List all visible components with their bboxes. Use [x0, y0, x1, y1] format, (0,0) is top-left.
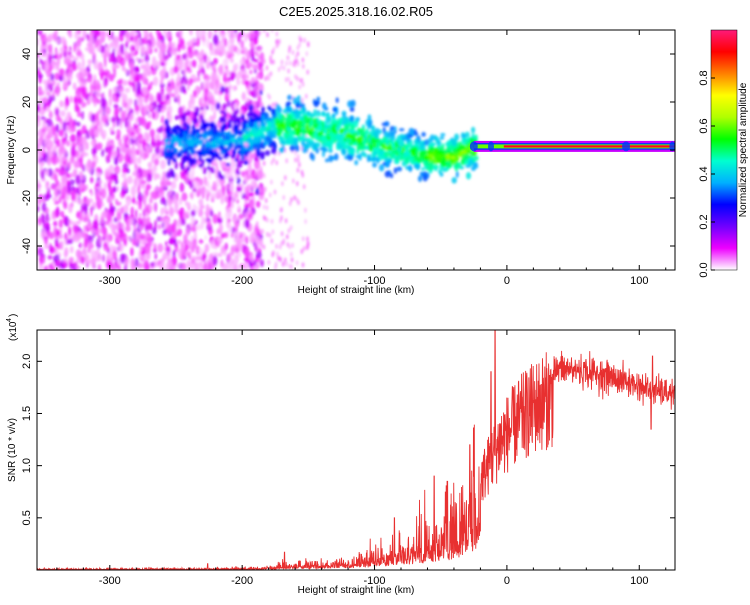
snr-xtick-label: -300 — [99, 575, 121, 587]
spectrogram-ytick-label: 0 — [21, 147, 33, 153]
snr-xlabel: Height of straight line (km) — [298, 585, 415, 596]
snr-xtick-label: 0 — [504, 575, 510, 587]
snr-frame — [36, 329, 676, 571]
spectrogram-ylabel: Frequency (Hz) — [6, 116, 17, 185]
snr-ytick-label: 1.0 — [21, 458, 33, 473]
snr-xtick-label: 100 — [630, 575, 648, 587]
spectrogram-stable-line — [469, 140, 675, 152]
colorbar-tick-label: 0.2 — [698, 214, 710, 229]
colorbar-tick-label: 0.4 — [698, 166, 710, 181]
colorbar-tick-label: 0.0 — [698, 262, 710, 277]
snr-ylabel: SNR (10 * v/v) — [7, 418, 18, 482]
snr-xtick-label: -200 — [231, 575, 253, 587]
colorbar-gradient — [710, 29, 738, 271]
snr-ytick-label: 2.0 — [21, 354, 33, 369]
spectrogram-heatmap — [37, 30, 675, 270]
colorbar-tick-label: 0.8 — [698, 70, 710, 85]
spectrogram-xtick-label: -100 — [364, 275, 386, 287]
snr-panel: -300 -200 -100 0 100 0.5 1.0 1.5 2.0 Height of s… — [6, 314, 676, 596]
snr-yscale-exponent: 4 — [6, 318, 13, 322]
spectrogram-ytick-label: 20 — [21, 96, 33, 108]
snr-axes: -300 -200 -100 0 100 0.5 1.0 1.5 2.0 — [21, 330, 675, 587]
colorbar-tick-label: 0.6 — [698, 118, 710, 133]
spectrogram-blobs — [37, 30, 479, 270]
snr-ytick-label: 1.5 — [21, 406, 33, 421]
snr-xtick-label: -100 — [364, 575, 386, 587]
snr-yscale-base: (x10 — [8, 321, 19, 341]
colorbar-label: Normalized spectral amplitude — [738, 82, 749, 217]
spectrogram-xtick-label: 100 — [630, 275, 648, 287]
spectrogram-xtick-label: 0 — [504, 275, 510, 287]
colorbar: 0.0 0.2 0.4 0.6 0.8 Normalized spectral ampl… — [698, 29, 749, 278]
snr-yscale: (x10 4 ) — [6, 314, 19, 341]
spectrogram-xlabel: Height of straight line (km) — [298, 285, 415, 296]
colorbar-axis: 0.0 0.2 0.4 0.6 0.8 — [698, 70, 715, 278]
spectrogram-xtick-label: -200 — [231, 275, 253, 287]
snr-ytick-label: 0.5 — [21, 510, 33, 525]
figure-title: C2E5.2025.318.16.02.R05 — [279, 4, 433, 19]
spectrogram-ytick-label: 40 — [21, 48, 33, 60]
snr-yscale-close: ) — [8, 314, 19, 317]
spectrogram-ytick-label: -40 — [21, 238, 33, 254]
spectrogram-xtick-label: -300 — [99, 275, 121, 287]
spectrogram-ytick-label: -20 — [21, 190, 33, 206]
